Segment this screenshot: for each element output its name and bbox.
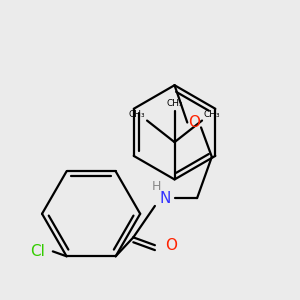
Text: N: N — [159, 190, 170, 206]
Text: CH₃: CH₃ — [128, 110, 145, 118]
Text: O: O — [188, 115, 200, 130]
Text: O: O — [165, 238, 177, 253]
Text: CH₃: CH₃ — [204, 110, 220, 118]
Text: CH₃: CH₃ — [166, 99, 183, 108]
Text: H: H — [152, 180, 162, 193]
Text: Cl: Cl — [30, 244, 45, 259]
